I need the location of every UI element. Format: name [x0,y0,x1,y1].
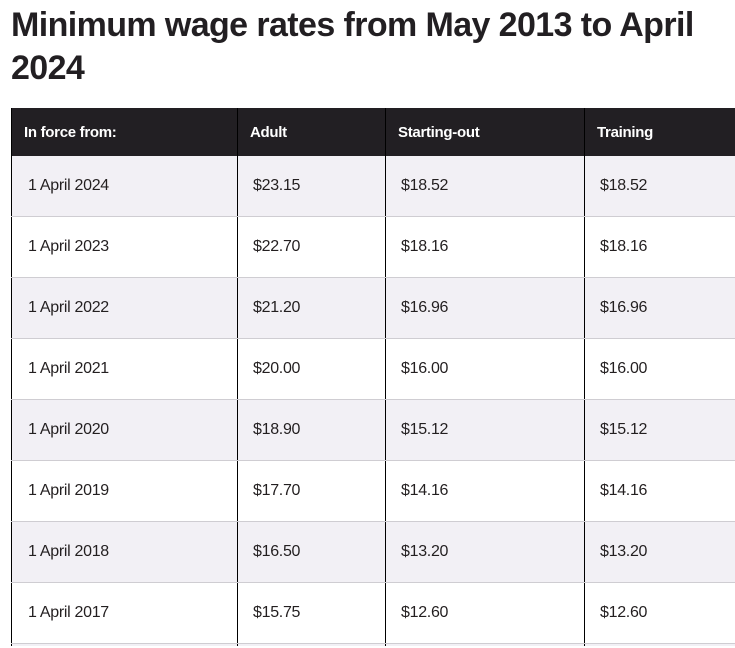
cell-starting-out: $14.16 [385,460,585,522]
column-header-training: Training [584,108,735,156]
cell-in-force-from: 1 April 2023 [11,216,238,278]
cell-adult [237,643,386,646]
table-row-partial [11,643,735,646]
cell-starting-out: $16.96 [385,277,585,339]
column-header-starting-out: Starting-out [385,108,585,156]
cell-training: $15.12 [584,399,735,461]
cell-training: $18.52 [584,156,735,217]
cell-training: $16.00 [584,338,735,400]
cell-starting-out: $12.60 [385,582,585,644]
cell-starting-out [385,643,585,646]
table-row: 1 April 2023 $22.70 $18.16 $18.16 [11,216,735,278]
cell-in-force-from: 1 April 2022 [11,277,238,339]
cell-in-force-from: 1 April 2017 [11,582,238,644]
cell-adult: $21.20 [237,277,386,339]
table-row: 1 April 2024 $23.15 $18.52 $18.52 [11,156,735,217]
table-row: 1 April 2018 $16.50 $13.20 $13.20 [11,521,735,583]
cell-starting-out: $13.20 [385,521,585,583]
table-row: 1 April 2021 $20.00 $16.00 $16.00 [11,338,735,400]
cell-training: $14.16 [584,460,735,522]
cell-adult: $15.75 [237,582,386,644]
minimum-wage-table: In force from: Adult Starting-out Training … [11,108,735,646]
cell-in-force-from: 1 April 2018 [11,521,238,583]
cell-in-force-from [11,643,238,646]
cell-training: $16.96 [584,277,735,339]
column-header-in-force-from: In force from: [11,108,238,156]
cell-adult: $16.50 [237,521,386,583]
cell-training [584,643,735,646]
column-header-adult: Adult [237,108,386,156]
cell-adult: $17.70 [237,460,386,522]
table-row: 1 April 2020 $18.90 $15.12 $15.12 [11,399,735,461]
cell-training: $13.20 [584,521,735,583]
table-row: 1 April 2019 $17.70 $14.16 $14.16 [11,460,735,522]
cell-starting-out: $18.16 [385,216,585,278]
table-row: 1 April 2017 $15.75 $12.60 $12.60 [11,582,735,644]
page-title: Minimum wage rates from May 2013 to Apri… [11,6,694,87]
cell-in-force-from: 1 April 2021 [11,338,238,400]
cell-starting-out: $15.12 [385,399,585,461]
cell-starting-out: $16.00 [385,338,585,400]
table-row: 1 April 2022 $21.20 $16.96 $16.96 [11,277,735,339]
cell-starting-out: $18.52 [385,156,585,217]
cell-training: $12.60 [584,582,735,644]
cell-training: $18.16 [584,216,735,278]
cell-adult: $18.90 [237,399,386,461]
cell-adult: $20.00 [237,338,386,400]
cell-in-force-from: 1 April 2020 [11,399,238,461]
table-header-row: In force from: Adult Starting-out Training [11,108,735,156]
cell-adult: $23.15 [237,156,386,217]
cell-in-force-from: 1 April 2024 [11,156,238,217]
cell-adult: $22.70 [237,216,386,278]
cell-in-force-from: 1 April 2019 [11,460,238,522]
